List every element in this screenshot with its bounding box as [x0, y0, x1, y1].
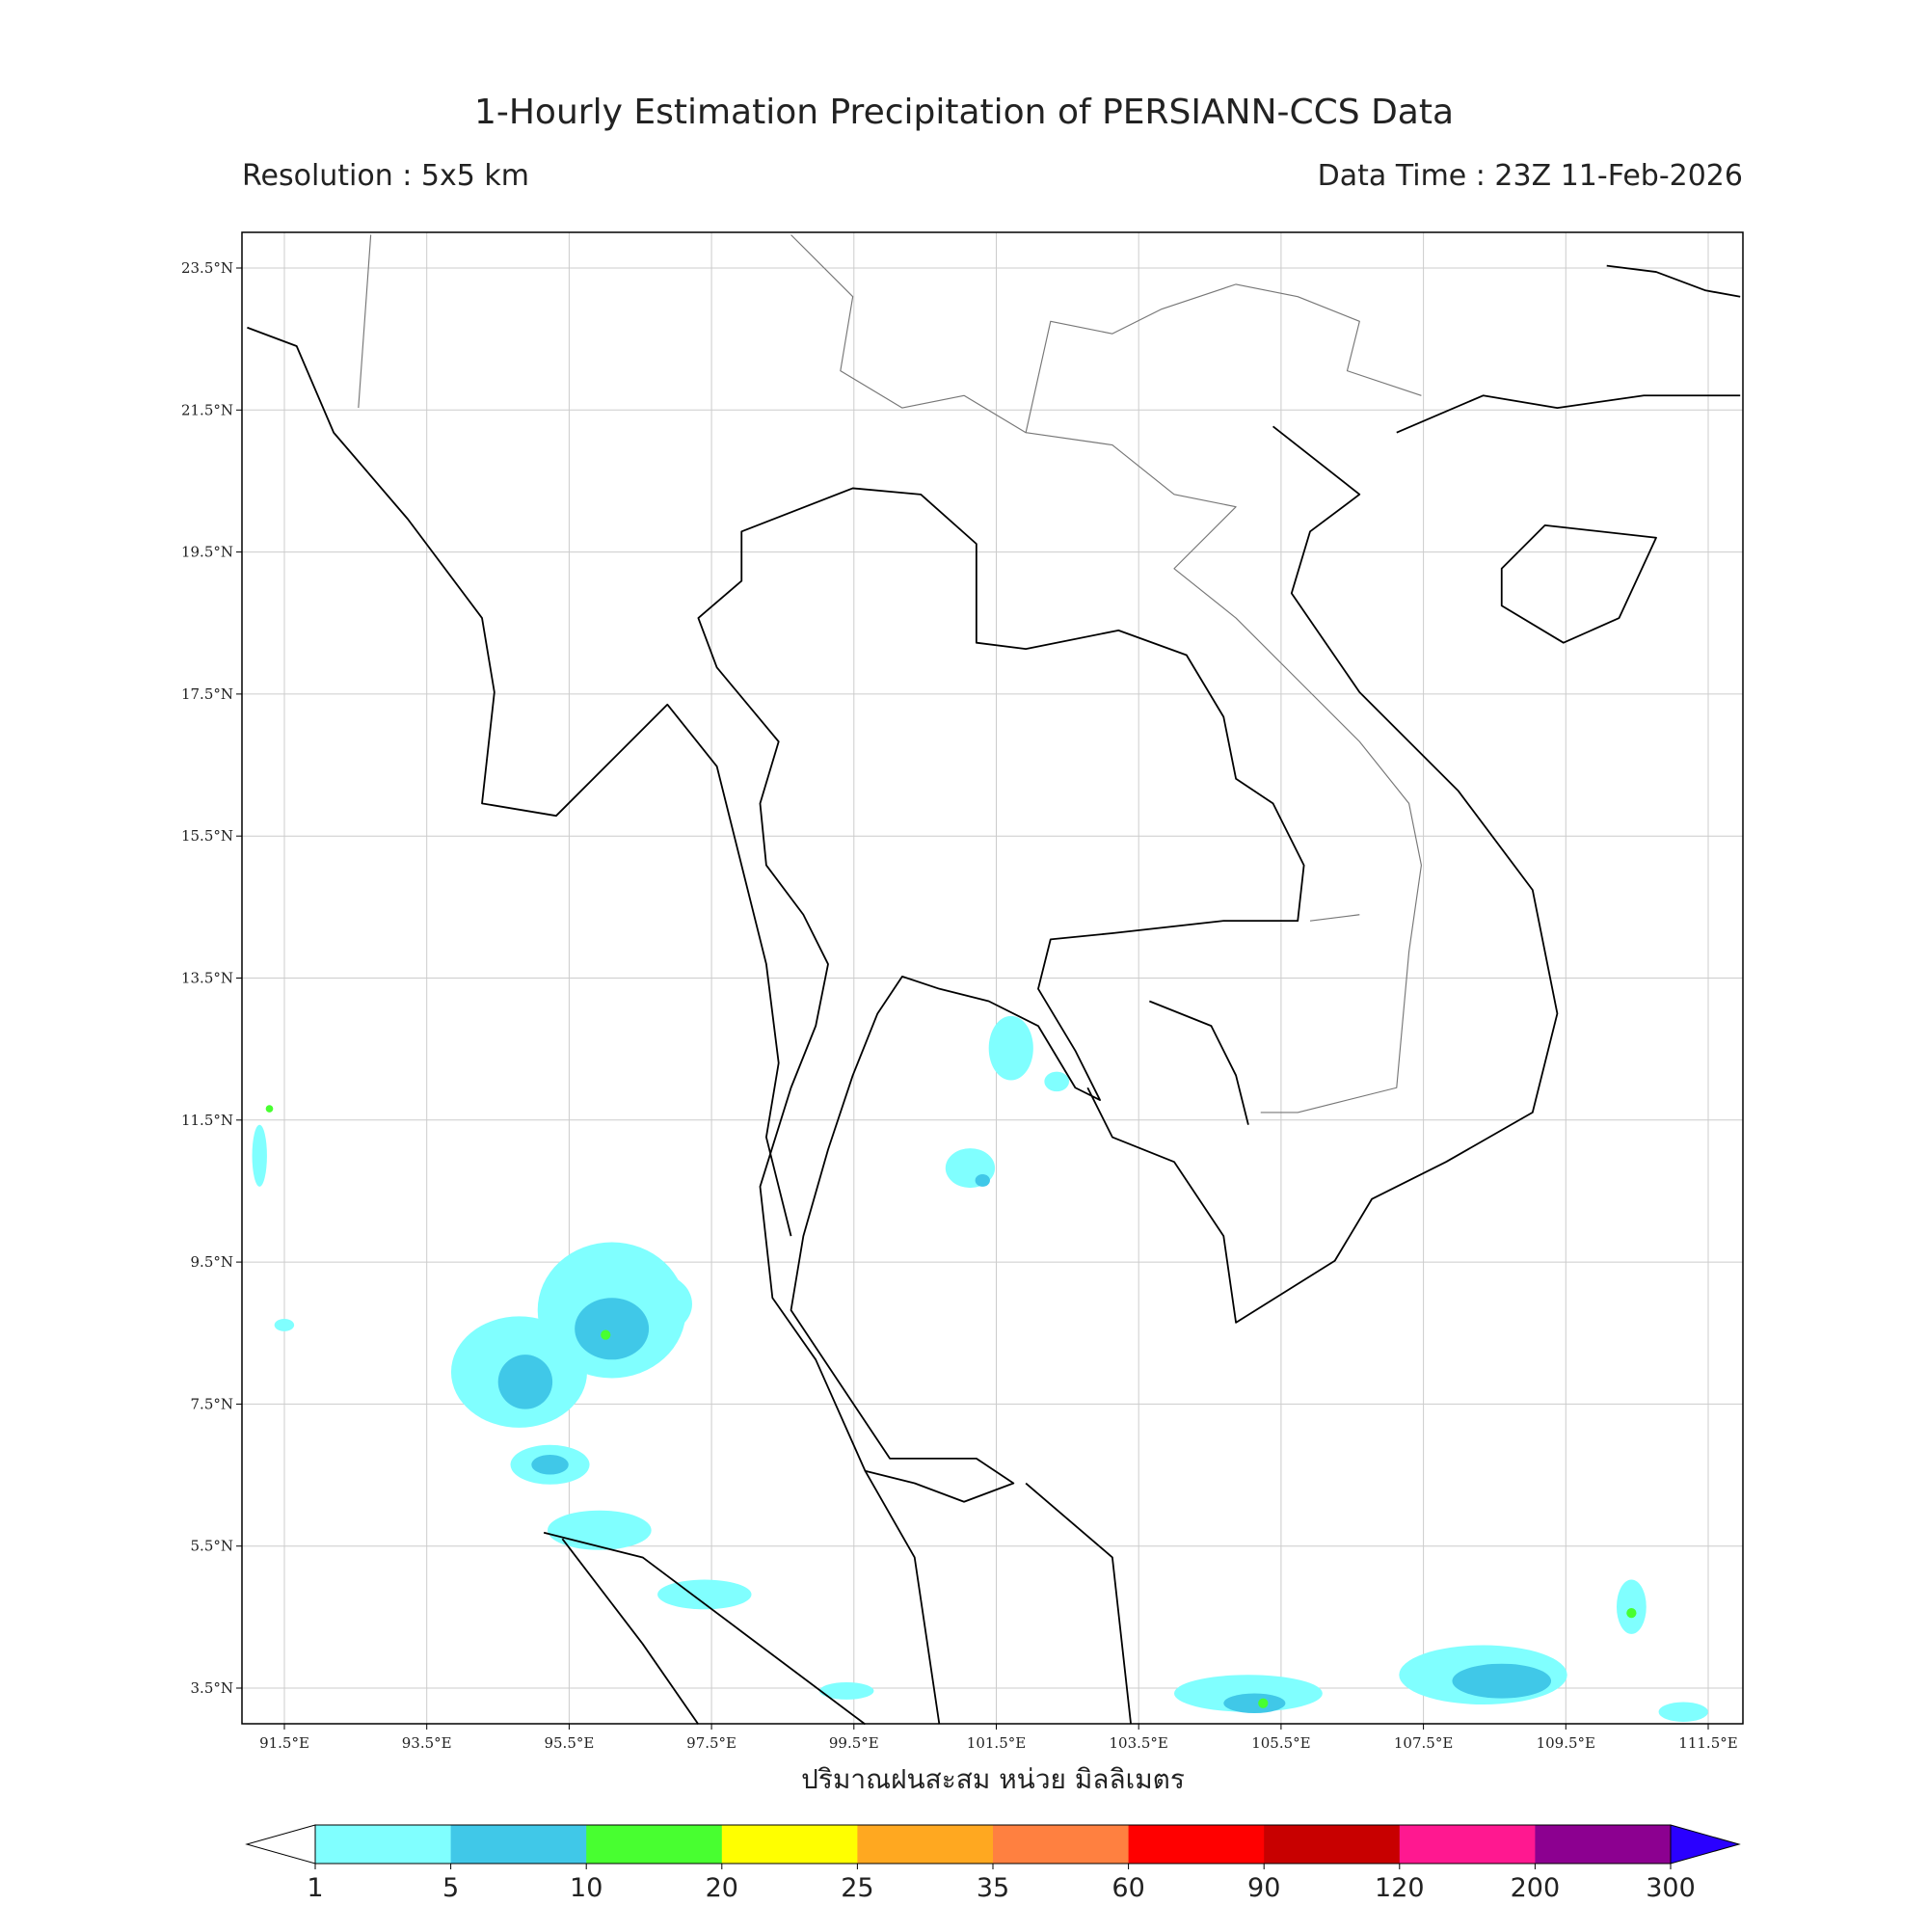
colorbar-label: 200: [1511, 1873, 1561, 1903]
lon-label: 101.5°E: [967, 1734, 1026, 1752]
lon-label: 107.5°E: [1394, 1734, 1453, 1752]
colorbar-label: 120: [1375, 1873, 1425, 1903]
colorbar-label: 35: [977, 1873, 1009, 1903]
colorbar-swatch: [993, 1825, 1130, 1864]
colorbar: 1 5 10 20 25 35 60 90 120 200 300: [245, 1824, 1741, 1903]
lat-label: 21.5°N: [181, 401, 233, 418]
colorbar-swatch: [1128, 1825, 1265, 1864]
colorbar-over: [1670, 1824, 1741, 1865]
colorbar-label: 60: [1111, 1873, 1144, 1903]
colorbar-label: 90: [1247, 1873, 1280, 1903]
colorbar-swatch: [315, 1825, 452, 1864]
country-border: [358, 234, 1422, 1114]
colorbar-swatch: [586, 1825, 723, 1864]
rain-medium: [497, 1173, 1552, 1713]
coastline: [247, 264, 1741, 1726]
lon-label: 103.5°E: [1109, 1734, 1167, 1752]
lat-label: 17.5°N: [181, 685, 233, 703]
lat-label: 9.5°N: [191, 1253, 233, 1271]
map-layer: [247, 234, 1741, 1726]
lat-label: 19.5°N: [181, 544, 233, 561]
colorbar-swatch: [1399, 1825, 1536, 1864]
lon-label: 95.5°E: [544, 1734, 594, 1752]
colorbar-under: [245, 1824, 316, 1865]
resolution: Resolution : 5x5 km: [242, 159, 529, 193]
lon-label: 109.5°E: [1537, 1734, 1595, 1752]
colorbar-label: 20: [706, 1873, 738, 1903]
lon-label: 105.5°E: [1251, 1734, 1310, 1752]
lon-label: 99.5°E: [829, 1734, 879, 1752]
lat-label: 7.5°N: [191, 1395, 233, 1412]
lon-label: 91.5°E: [259, 1734, 309, 1752]
grid: 23.5°N 21.5°N 19.5°N 17.5°N 15.5°N 13.5°N 11.5…: [181, 232, 1743, 1752]
map-frame: [241, 231, 1744, 1725]
lat-label: 3.5°N: [191, 1679, 233, 1697]
lat-label: 13.5°N: [181, 970, 233, 987]
lon-label: 93.5°E: [402, 1734, 452, 1752]
colorbar-swatch: [721, 1825, 858, 1864]
data-time: Data Time : 23Z 11-Feb-2026: [1318, 159, 1743, 193]
colorbar-label: 300: [1646, 1873, 1696, 1903]
lon-label: 97.5°E: [686, 1734, 736, 1752]
rain-heavy: [265, 1105, 1637, 1708]
lon-label: 111.5°E: [1678, 1734, 1737, 1752]
colorbar-swatch: [450, 1825, 587, 1864]
lat-label: 11.5°N: [181, 1112, 233, 1129]
colorbar-label: 25: [841, 1873, 873, 1903]
lat-label: 5.5°N: [191, 1538, 233, 1555]
lat-label: 15.5°N: [181, 827, 233, 845]
colorbar-label: 10: [570, 1873, 602, 1903]
lat-label: 23.5°N: [181, 259, 233, 277]
title: 1-Hourly Estimation Precipitation of PER…: [474, 93, 1454, 132]
colorbar-swatch: [1535, 1825, 1672, 1864]
x-label: ปริมาณฝนสะสม หน่วย มิลลิเมตร: [801, 1763, 1185, 1795]
colorbar-swatch: [1264, 1825, 1401, 1864]
thailand-border: [697, 487, 1305, 1503]
colorbar-swatch: [857, 1825, 994, 1864]
colorbar-label: 1: [307, 1873, 323, 1903]
rain-light: [252, 1015, 1708, 1722]
colorbar-label: 5: [442, 1873, 459, 1903]
